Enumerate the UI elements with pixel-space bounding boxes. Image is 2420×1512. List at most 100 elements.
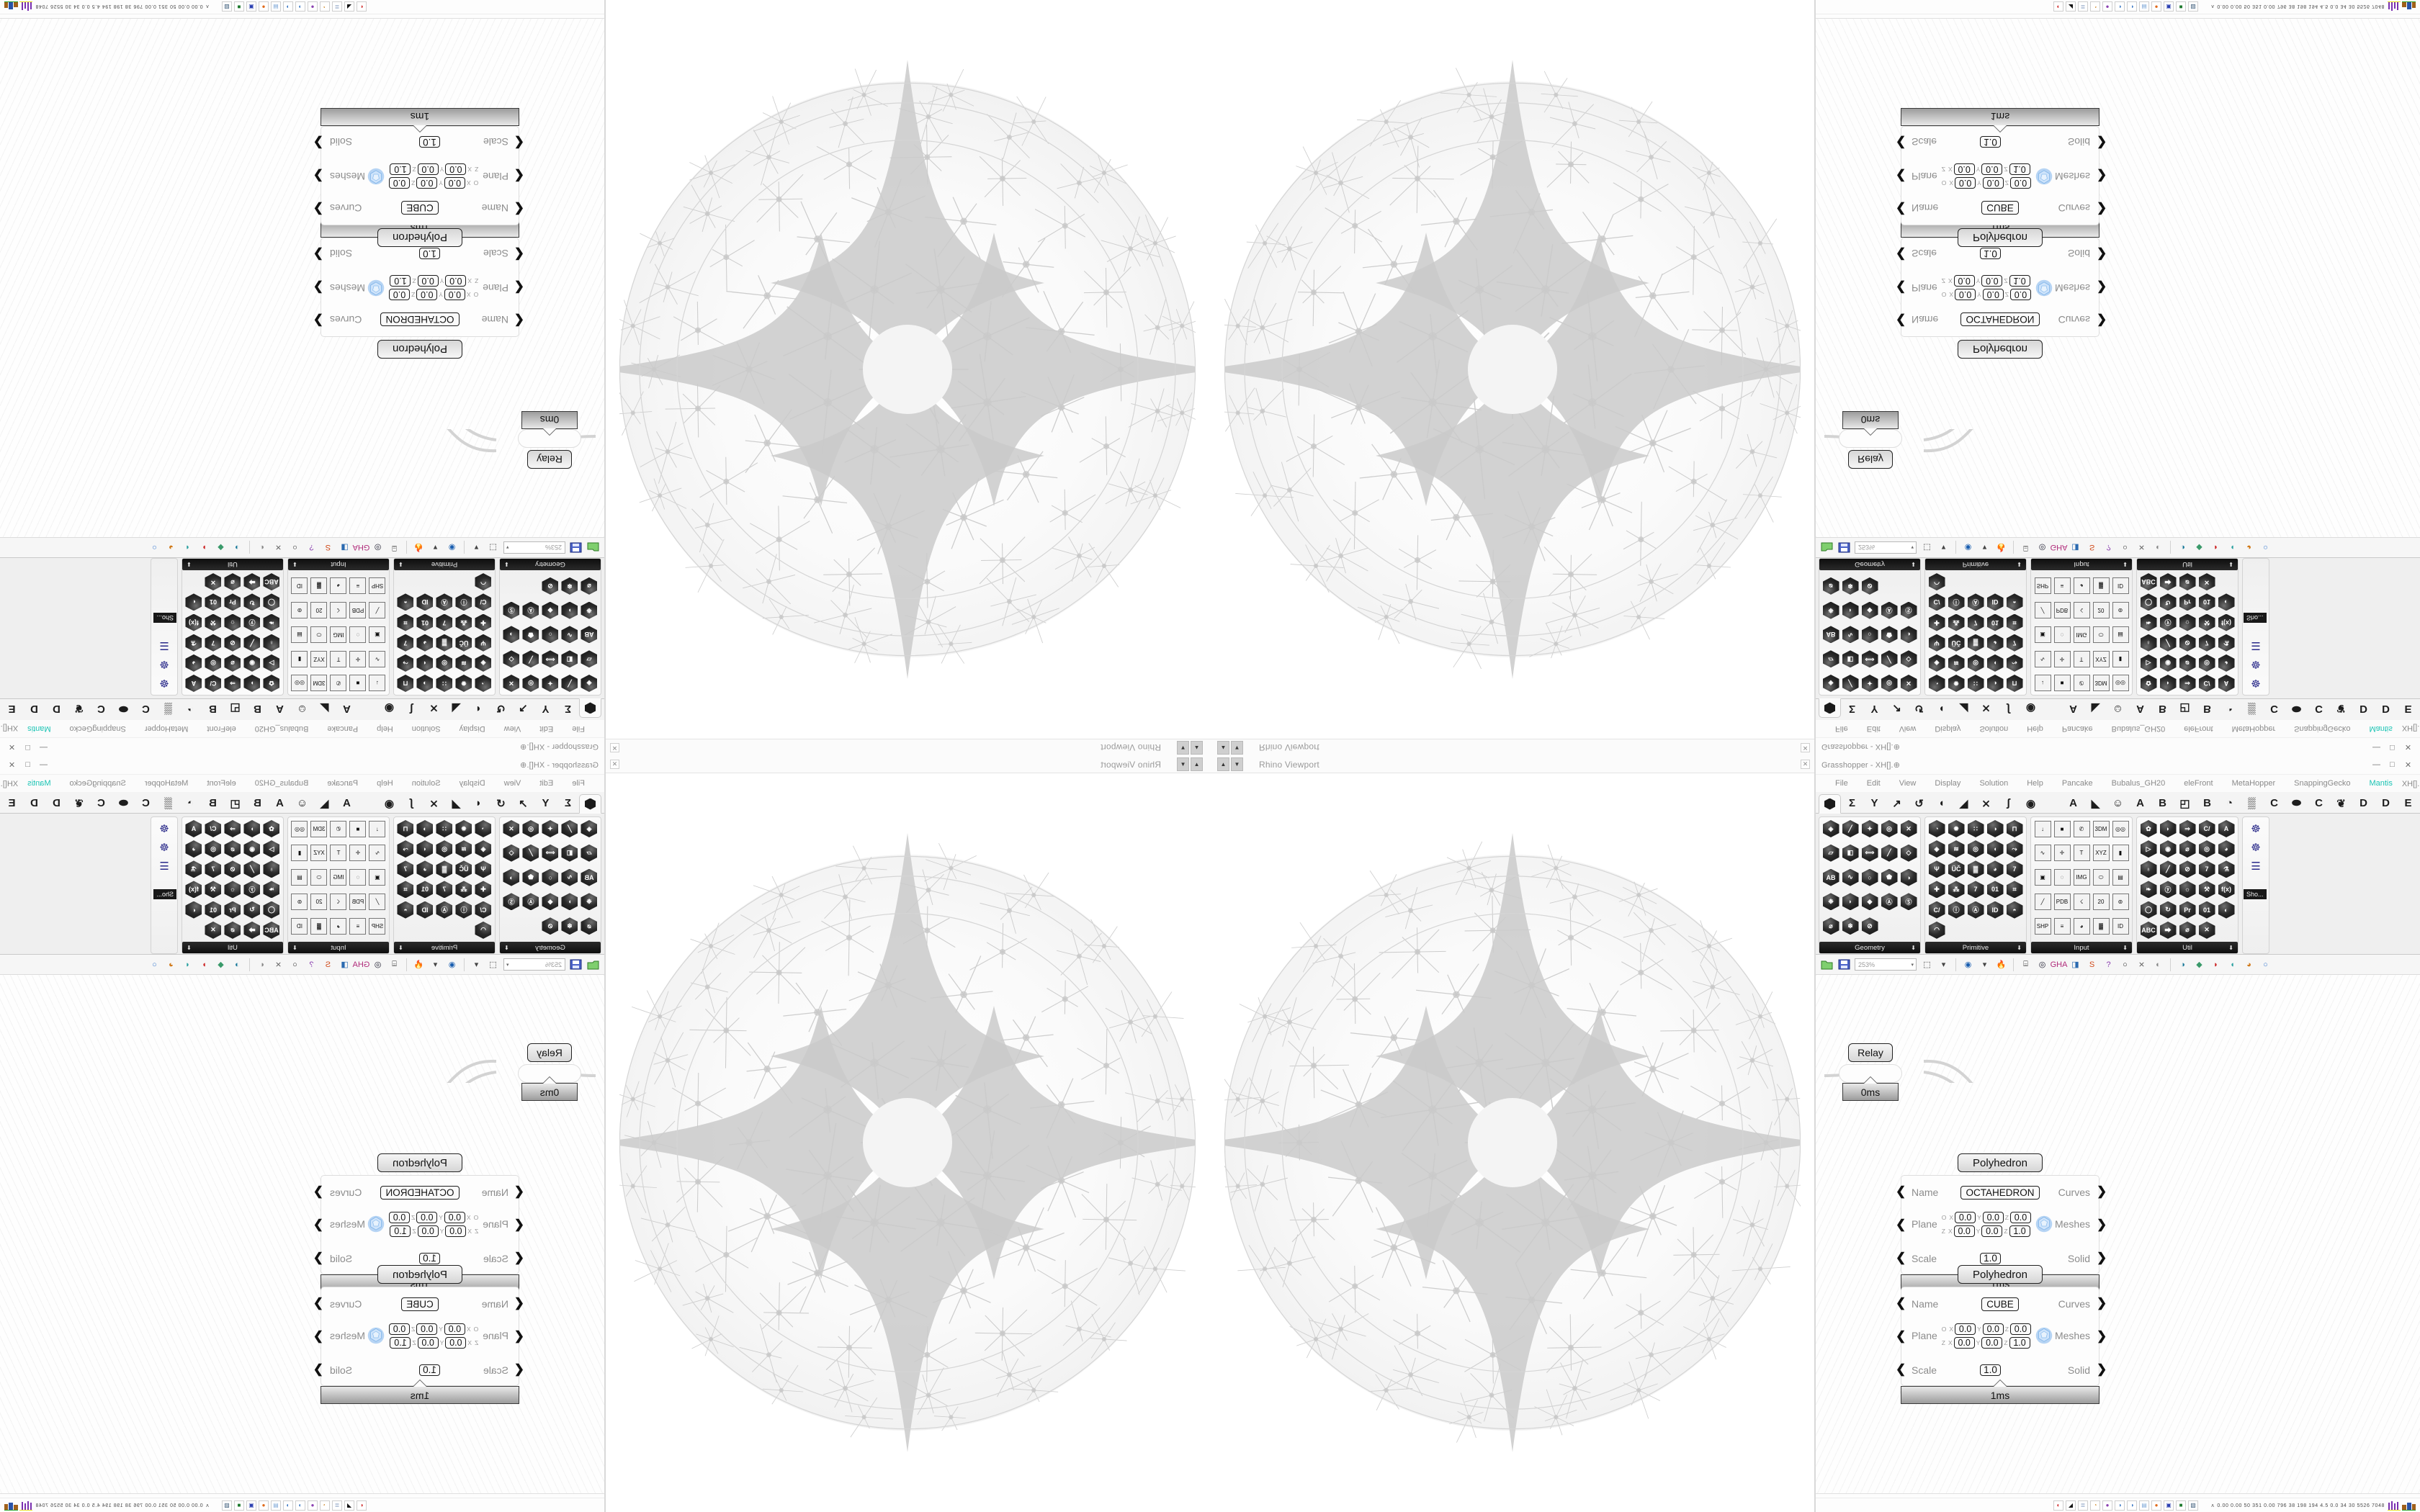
component-icon[interactable]: Pr <box>2178 901 2197 919</box>
addon-owl-tab[interactable]: ◔ <box>179 699 202 719</box>
component-icon[interactable]: ◇ <box>502 649 521 668</box>
input-port-name[interactable]: ❮ <box>1896 315 1904 326</box>
toolbar-tool-icon[interactable]: ⬚ <box>1920 541 1934 554</box>
menu-item-mantis[interactable]: Mantis <box>18 779 60 788</box>
app-gh-icon[interactable]: ◔ <box>2090 1500 2100 1511</box>
toolbar-tool-icon[interactable]: ○ <box>288 958 302 971</box>
node-title[interactable]: Polyhedron <box>377 1265 462 1284</box>
ribbon-group-label-input[interactable]: Input ⬇ <box>2031 942 2132 953</box>
component-icon[interactable]: Ⓢ <box>1899 601 1918 620</box>
origin-z-field[interactable]: 0.0 <box>2010 1212 2031 1223</box>
close-icon[interactable]: ✕ <box>610 743 619 752</box>
component-icon[interactable]: ✛ <box>2053 649 2071 668</box>
output-port-curves[interactable]: ❯ <box>315 315 323 326</box>
component-icon[interactable]: ◑ <box>416 674 434 693</box>
component-icon[interactable]: Ψ <box>1927 634 1946 652</box>
intersect-tab[interactable]: ⨯ <box>1975 699 1997 719</box>
close-button[interactable]: ✕ <box>7 742 17 752</box>
component-icon[interactable]: ⤳ <box>396 654 415 672</box>
toolbar-tool-icon[interactable]: ○ <box>148 541 161 554</box>
origin-x-field[interactable]: 0.0 <box>444 289 465 301</box>
component-icon[interactable]: ❧ <box>262 880 281 899</box>
input-port-name[interactable]: ❮ <box>516 204 524 215</box>
addon-grid-tab[interactable]: ▒ <box>157 699 179 719</box>
component-icon[interactable]: ☼ <box>2178 880 2197 899</box>
close-button[interactable]: ✕ <box>7 760 17 770</box>
toolbar-tool-icon[interactable]: ▾ <box>1937 958 1950 971</box>
menu-item-bubalus-gh20[interactable]: Bubalus_GH20 <box>246 779 318 788</box>
transform-tab[interactable]: ʃ <box>400 699 423 719</box>
component-icon[interactable]: ◉ <box>243 654 261 672</box>
component-icon[interactable]: ╱ <box>2159 860 2177 878</box>
app-docs-icon[interactable]: ≣ <box>332 1500 342 1511</box>
component-icon[interactable]: ∿ <box>560 625 579 644</box>
component-icon[interactable]: ╱ <box>1880 844 1899 863</box>
component-icon[interactable]: 7 <box>204 634 223 652</box>
surface-tab[interactable]: ◖ <box>1930 699 1953 719</box>
component-icon[interactable]: ≡ <box>349 577 367 595</box>
component-icon[interactable]: ≋ <box>454 840 473 858</box>
minimize-button[interactable]: — <box>39 742 48 752</box>
component-icon[interactable]: ○ <box>541 868 560 887</box>
node-title[interactable]: Polyhedron <box>1958 1265 2043 1284</box>
addon-dot-tab[interactable]: ⬬ <box>112 699 135 719</box>
component-icon[interactable]: ✹ <box>454 819 473 838</box>
component-icon[interactable]: ⊓ <box>396 819 415 838</box>
mantis-component-icon[interactable]: ☸ <box>155 674 174 693</box>
component-icon[interactable]: ID <box>290 917 309 935</box>
component-icon[interactable]: ⚗ <box>2217 860 2236 878</box>
component-icon[interactable]: ▮ <box>290 844 309 863</box>
component-icon[interactable]: 7 <box>435 880 454 899</box>
chevron-down-icon[interactable]: ⬇ <box>292 945 297 951</box>
component-icon[interactable]: ✿ <box>262 674 281 693</box>
input-port-scale[interactable]: ❮ <box>516 1364 524 1374</box>
component-icon[interactable]: ▤ <box>290 625 309 644</box>
component-icon[interactable]: ▓ <box>310 917 328 935</box>
addon-owl-tab[interactable]: ◔ <box>179 793 202 813</box>
component-icon[interactable]: ▓ <box>1966 634 1985 652</box>
component-icon[interactable]: ◆ <box>541 601 560 620</box>
chevron-down-icon[interactable]: ⬇ <box>2017 945 2022 951</box>
component-icon[interactable]: ✕ <box>2197 572 2216 591</box>
zaxis-y-field[interactable]: 0.0 <box>418 164 439 176</box>
output-port-solid[interactable]: ❯ <box>2097 138 2105 148</box>
component-icon[interactable]: ⊓ <box>2005 674 2024 693</box>
mantis-component-icon[interactable]: ☸ <box>2246 655 2265 674</box>
toolbar-tool-icon[interactable]: S <box>321 541 335 554</box>
toolbar-tool-icon[interactable]: ◖ <box>181 958 194 971</box>
component-icon[interactable]: 01 <box>2197 901 2216 919</box>
component-icon[interactable]: ☇ <box>2072 892 2091 911</box>
addon-b2-tab[interactable]: B <box>2196 699 2218 719</box>
open-file-icon[interactable] <box>1820 958 1834 971</box>
toolbar-tool-icon[interactable]: ▾ <box>429 541 442 554</box>
app-monitor-icon[interactable]: ▧ <box>222 2 232 12</box>
viewport-spinner[interactable]: ▲ ▼ <box>1217 741 1243 755</box>
origin-x-field[interactable]: 0.0 <box>1955 178 1976 189</box>
ribbon-group-label-geometry[interactable]: Geometry ⬇ <box>1819 559 1920 570</box>
component-icon[interactable]: ◈ <box>1821 819 1840 838</box>
app-palette2-icon[interactable]: ◑ <box>2127 1500 2137 1511</box>
relay-label[interactable]: Relay <box>1848 1043 1893 1062</box>
component-icon[interactable]: ÜČ <box>1947 634 1966 652</box>
component-icon[interactable]: ◉ <box>243 840 261 858</box>
component-icon[interactable]: ☼ <box>2178 613 2197 632</box>
component-icon[interactable]: ❉ <box>1821 892 1840 911</box>
toolbar-tool-icon[interactable]: ◨ <box>338 541 351 554</box>
ribbon-group-label-geometry[interactable]: Geometry ⬇ <box>1819 942 1920 953</box>
component-icon[interactable]: ⟺ <box>1860 844 1879 863</box>
curve-tab[interactable]: ↺ <box>490 699 512 719</box>
addon-a-tab[interactable]: A <box>336 699 358 719</box>
input-port-name[interactable]: ❮ <box>1896 1297 1904 1308</box>
vector-tab[interactable]: ↗ <box>512 793 534 813</box>
output-port-solid[interactable]: ❯ <box>315 1364 323 1374</box>
mantis-component-icon[interactable]: ☸ <box>2246 838 2265 857</box>
output-port-curves[interactable]: ❯ <box>2097 1186 2105 1197</box>
chevron-down-icon[interactable]: ▾ <box>506 962 509 968</box>
input-port-name[interactable]: ❮ <box>516 315 524 326</box>
component-icon[interactable]: ⊘ <box>541 917 560 935</box>
component-icon[interactable]: ◧ <box>1841 844 1860 863</box>
component-icon[interactable]: ♁ <box>2139 634 2158 652</box>
component-icon[interactable]: ⤳ <box>396 840 415 858</box>
component-icon[interactable]: ∷ <box>1966 819 1985 838</box>
component-icon[interactable]: ✹ <box>1947 819 1966 838</box>
